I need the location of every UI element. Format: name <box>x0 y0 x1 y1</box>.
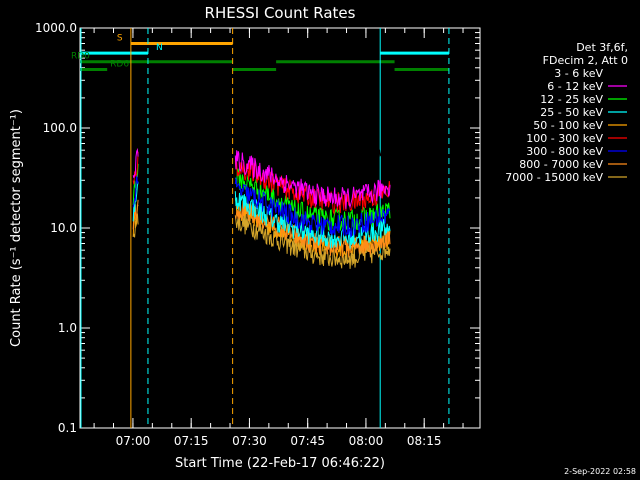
legend-label: 25 - 50 keV <box>540 106 603 119</box>
y-tick-label: 100.0 <box>43 121 77 135</box>
legend-label: 800 - 7000 keV <box>519 158 603 171</box>
x-tick-label: 07:15 <box>174 434 209 448</box>
series-line <box>234 160 391 216</box>
y-axis-label: Count Rate (s⁻¹ detector segment⁻¹) <box>9 109 24 347</box>
y-tick-label: 1.0 <box>58 321 77 335</box>
legend-label: 50 - 100 keV <box>533 119 603 132</box>
series-line <box>132 147 139 179</box>
timestamp: 2-Sep-2022 02:58 <box>564 467 636 476</box>
x-tick-label: 08:15 <box>407 434 442 448</box>
legend-label: 12 - 25 keV <box>540 93 603 106</box>
series-lines <box>132 115 391 269</box>
x-tick-label: 08:00 <box>349 434 384 448</box>
legend-label: 7000 - 15000 keV <box>505 171 603 184</box>
y-tick-label: 10.0 <box>50 221 77 235</box>
flag-label-rd6: RD6 <box>110 59 129 69</box>
legend-label: 300 - 800 keV <box>526 145 603 158</box>
series-line <box>132 115 139 138</box>
x-tick-label: 07:45 <box>290 434 325 448</box>
series-line <box>132 174 139 208</box>
flag-label-s: S <box>117 33 123 43</box>
x-axis-label: Start Time (22-Feb-17 06:46:22) <box>175 456 385 471</box>
x-ticks: 07:00 07:15 07:30 07:45 08:00 08:15 <box>93 28 464 448</box>
legend-label: 3 - 6 keV <box>554 67 603 80</box>
series-line <box>234 200 391 258</box>
series-line <box>234 150 391 209</box>
y-ticks: 0.1 1.0 10.0 100.0 1000.0 <box>35 21 480 435</box>
legend-label: 6 - 12 keV <box>547 80 603 93</box>
y-tick-label: 0.1 <box>58 421 77 435</box>
series-line <box>132 151 139 185</box>
legend-label: 100 - 300 keV <box>526 132 603 145</box>
chart-title: RHESSI Count Rates <box>205 4 356 22</box>
x-tick-label: 07:30 <box>232 434 267 448</box>
legend-header-2: FDecim 2, Att 0 <box>543 54 628 67</box>
series-line <box>234 191 391 249</box>
flag-label-n: N <box>156 43 163 53</box>
legend-header-1: Det 3f,6f, <box>576 41 628 54</box>
vertical-markers <box>80 28 450 428</box>
x-tick-label: 07:00 <box>116 434 151 448</box>
series-line <box>234 126 391 157</box>
series-line <box>234 177 391 239</box>
y-tick-label: 1000.0 <box>35 21 77 35</box>
